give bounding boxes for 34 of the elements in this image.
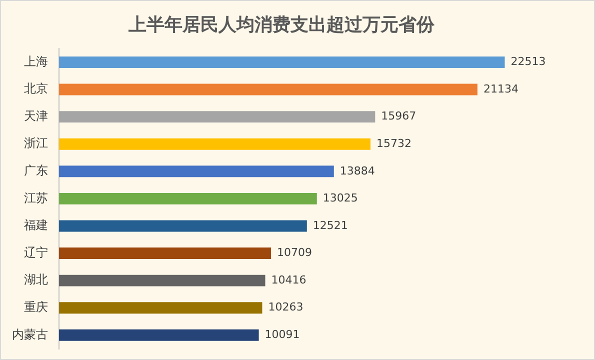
y-tick-label: 广东: [24, 164, 48, 178]
data-label: 15967: [381, 110, 416, 123]
bar: [59, 56, 505, 68]
data-label: 13884: [340, 164, 375, 178]
data-label: 13025: [322, 192, 358, 205]
data-label: 10709: [277, 246, 312, 260]
data-label: 10416: [271, 273, 306, 286]
y-tick-label: 天津: [24, 108, 48, 123]
y-tick-label: 湖北: [24, 272, 48, 287]
bar: [59, 166, 334, 178]
y-tick-label: 江苏: [24, 190, 48, 205]
y-tick-label: 福建: [24, 218, 48, 232]
data-label: 10263: [268, 300, 304, 314]
y-tick-label: 内蒙古: [12, 327, 48, 342]
bar: [59, 138, 370, 150]
data-label: 15732: [376, 136, 412, 150]
data-label: 22513: [510, 55, 546, 68]
y-tick-label: 上海: [24, 54, 48, 68]
bar: [59, 84, 478, 96]
bar: [59, 111, 376, 123]
bar: [59, 274, 266, 286]
bar: [59, 248, 272, 260]
y-tick-label: 浙江: [24, 136, 48, 150]
y-tick-label: 重庆: [24, 300, 48, 314]
bar: [59, 192, 317, 204]
bar: [59, 302, 262, 314]
data-label: 10091: [264, 328, 300, 342]
data-label: 21134: [483, 82, 518, 96]
chart-title: 上半年居民人均消费支出超过万元省份: [128, 14, 436, 36]
bar: [59, 220, 307, 232]
y-tick-label: 北京: [24, 82, 48, 96]
y-tick-label: 辽宁: [24, 245, 48, 260]
bar: [59, 329, 259, 341]
data-label: 12521: [312, 218, 348, 232]
